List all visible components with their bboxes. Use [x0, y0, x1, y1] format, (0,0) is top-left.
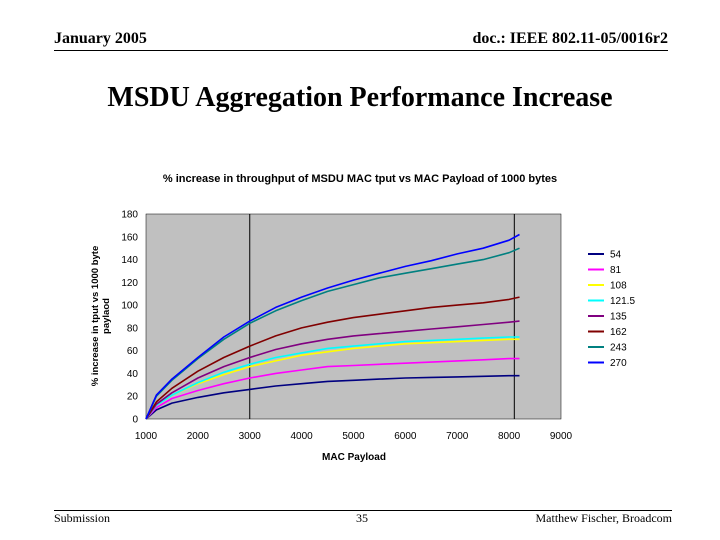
y-tick-label: 40 [127, 369, 139, 380]
footer-page-number: 35 [356, 511, 368, 525]
footer-rule [54, 510, 672, 511]
legend-label: 243 [610, 343, 627, 354]
x-tick-label: 8000 [498, 431, 521, 442]
x-tick-label: 4000 [291, 431, 314, 442]
slide-title: MSDU Aggregation Performance Increase [107, 82, 613, 113]
series-line-54 [145, 374, 520, 420]
y-tick-label: 140 [121, 255, 138, 266]
series-line-121-5 [145, 336, 520, 420]
y-tick-label: 100 [121, 301, 138, 312]
series-line-270 [145, 233, 520, 420]
y-axis-ticks: 0 20 40 60 80 100 120 140 160 180 [121, 210, 138, 426]
x-tick-label: 1000 [135, 431, 158, 442]
series-line-135 [145, 320, 520, 420]
y-tick-label: 0 [132, 415, 138, 426]
chart-title: % increase in throughput of MSDU MAC tpu… [163, 173, 557, 185]
x-tick-label: 3000 [239, 431, 262, 442]
legend-label: 162 [610, 327, 627, 338]
y-tick-label: 80 [127, 323, 139, 334]
legend: 54 81 108 121.5 135 162 243 270 [588, 250, 635, 369]
x-tick-label: 6000 [394, 431, 417, 442]
y-tick-label: 180 [121, 210, 138, 221]
legend-label: 54 [610, 250, 622, 261]
series-line-243 [145, 247, 520, 420]
series-line-81 [145, 357, 520, 420]
plot-area [145, 213, 562, 420]
x-axis-label: MAC Payload [322, 452, 386, 463]
y-tick-label: 60 [127, 346, 139, 357]
footer-author: Matthew Fischer, Broadcom [535, 511, 673, 525]
legend-label: 108 [610, 281, 627, 292]
vertical-markers [249, 214, 515, 419]
y-tick-label: 160 [121, 232, 138, 243]
series-line-162 [145, 296, 520, 420]
x-tick-label: 9000 [550, 431, 573, 442]
x-axis-ticks: 1000 2000 3000 4000 5000 6000 7000 8000 9000 [135, 431, 573, 442]
x-tick-label: 7000 [446, 431, 469, 442]
legend-label: 121.5 [610, 296, 635, 307]
x-tick-label: 5000 [342, 431, 365, 442]
header-date: January 2005 [54, 30, 147, 47]
legend-label: 81 [610, 265, 622, 276]
header-doc-id: doc.: IEEE 802.11-05/0016r2 [472, 30, 668, 47]
legend-label: 270 [610, 358, 627, 369]
y-axis-label: % increase in tput vs 1000 bytepaylaod [90, 246, 112, 386]
header-rule [54, 50, 668, 51]
legend-label: 135 [610, 312, 627, 323]
footer-submission: Submission [54, 511, 111, 525]
y-tick-label: 20 [127, 392, 139, 403]
y-tick-label: 120 [121, 278, 138, 289]
x-tick-label: 2000 [187, 431, 210, 442]
series-lines [145, 233, 520, 420]
